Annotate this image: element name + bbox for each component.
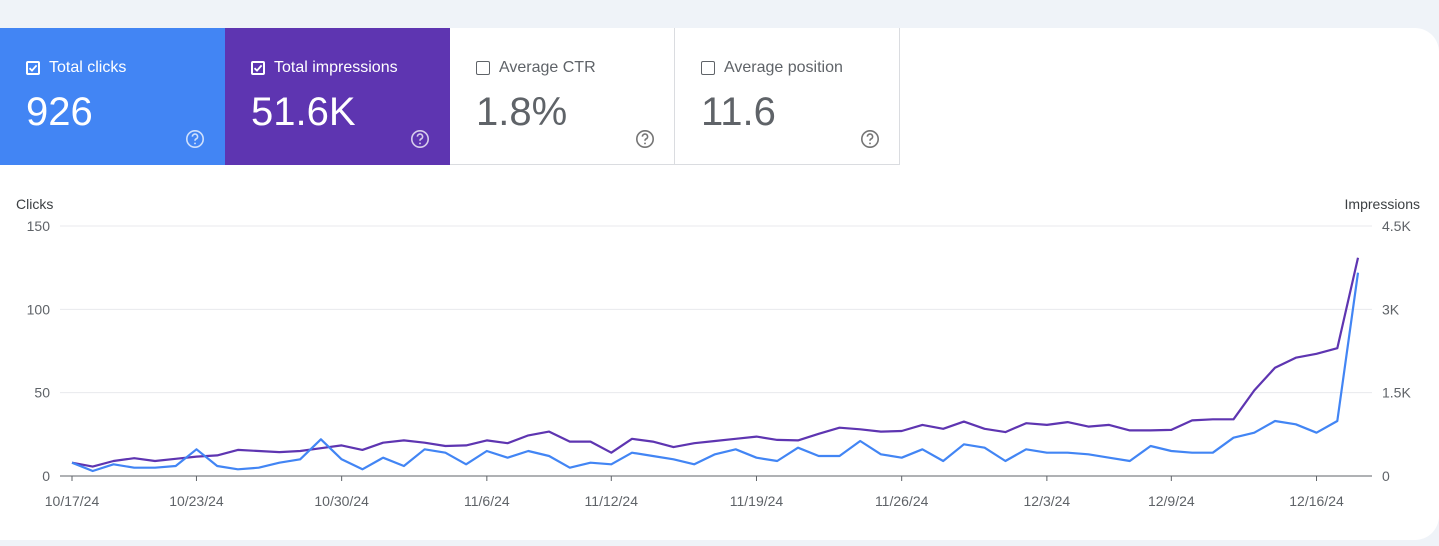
metric-value: 51.6K bbox=[251, 90, 356, 134]
x-tick-label: 11/26/24 bbox=[875, 493, 929, 509]
metric-tabs: Total clicks 926 Total impressions 51.6K bbox=[0, 28, 900, 165]
x-axis-ticks: 10/17/24 10/23/24 10/30/24 11/6/24 11/12/24 1… bbox=[45, 476, 1344, 509]
help-circle-icon[interactable] bbox=[410, 129, 430, 149]
metric-value: 1.8% bbox=[476, 90, 568, 134]
performance-card: Total clicks 926 Total impressions 51.6K bbox=[0, 28, 1439, 540]
right-tick-label: 1.5K bbox=[1382, 385, 1411, 401]
series-line-total-clicks bbox=[71, 272, 1360, 473]
x-tick-label: 10/30/24 bbox=[314, 493, 369, 509]
metric-header: Total clicks bbox=[26, 59, 126, 77]
right-axis-title: Impressions bbox=[1345, 196, 1420, 212]
x-tick-label: 12/3/24 bbox=[1024, 493, 1071, 509]
left-tick-label: 100 bbox=[27, 301, 51, 317]
x-tick-label: 11/19/24 bbox=[730, 493, 784, 509]
x-tick-label: 12/9/24 bbox=[1148, 493, 1195, 509]
chart-grid bbox=[60, 225, 1372, 477]
metric-value: 11.6 bbox=[701, 90, 776, 134]
help-circle-icon[interactable] bbox=[185, 129, 205, 149]
y-axis-ticks: 150 4.5K 100 3K 50 1.5K 0 0 bbox=[27, 218, 1412, 484]
chart-series bbox=[71, 257, 1360, 473]
metric-total-impressions[interactable]: Total impressions 51.6K bbox=[225, 28, 450, 165]
checkbox-icon[interactable] bbox=[26, 61, 40, 75]
metric-label: Average position bbox=[724, 59, 843, 76]
left-tick-label: 0 bbox=[42, 468, 50, 484]
help-circle-icon[interactable] bbox=[860, 129, 880, 149]
right-tick-label: 3K bbox=[1382, 301, 1400, 317]
help-circle-icon[interactable] bbox=[635, 129, 655, 149]
metric-label: Total impressions bbox=[274, 59, 398, 76]
right-tick-label: 0 bbox=[1382, 468, 1390, 484]
left-tick-label: 50 bbox=[34, 385, 50, 401]
metric-header: Total impressions bbox=[251, 59, 398, 77]
metric-average-position[interactable]: Average position 11.6 bbox=[675, 28, 900, 165]
checkbox-icon[interactable] bbox=[701, 61, 715, 75]
series-line-total-impressions bbox=[71, 257, 1360, 468]
metric-average-ctr[interactable]: Average CTR 1.8% bbox=[450, 28, 675, 165]
left-axis-title: Clicks bbox=[16, 196, 53, 212]
checkbox-icon[interactable] bbox=[476, 61, 490, 75]
x-tick-label: 11/12/24 bbox=[585, 493, 639, 509]
metric-label: Average CTR bbox=[499, 59, 596, 76]
x-tick-label: 11/6/24 bbox=[464, 493, 510, 509]
right-tick-label: 4.5K bbox=[1382, 218, 1411, 234]
metric-header: Average position bbox=[701, 59, 843, 77]
metric-label: Total clicks bbox=[49, 59, 127, 76]
metric-header: Average CTR bbox=[476, 59, 596, 77]
checkbox-icon[interactable] bbox=[251, 61, 265, 75]
x-tick-label: 10/23/24 bbox=[169, 493, 224, 509]
x-tick-label: 10/17/24 bbox=[45, 493, 100, 509]
metric-total-clicks[interactable]: Total clicks 926 bbox=[0, 28, 225, 165]
x-tick-label: 12/16/24 bbox=[1289, 493, 1344, 509]
metric-value: 926 bbox=[26, 90, 93, 134]
left-tick-label: 150 bbox=[27, 218, 51, 234]
